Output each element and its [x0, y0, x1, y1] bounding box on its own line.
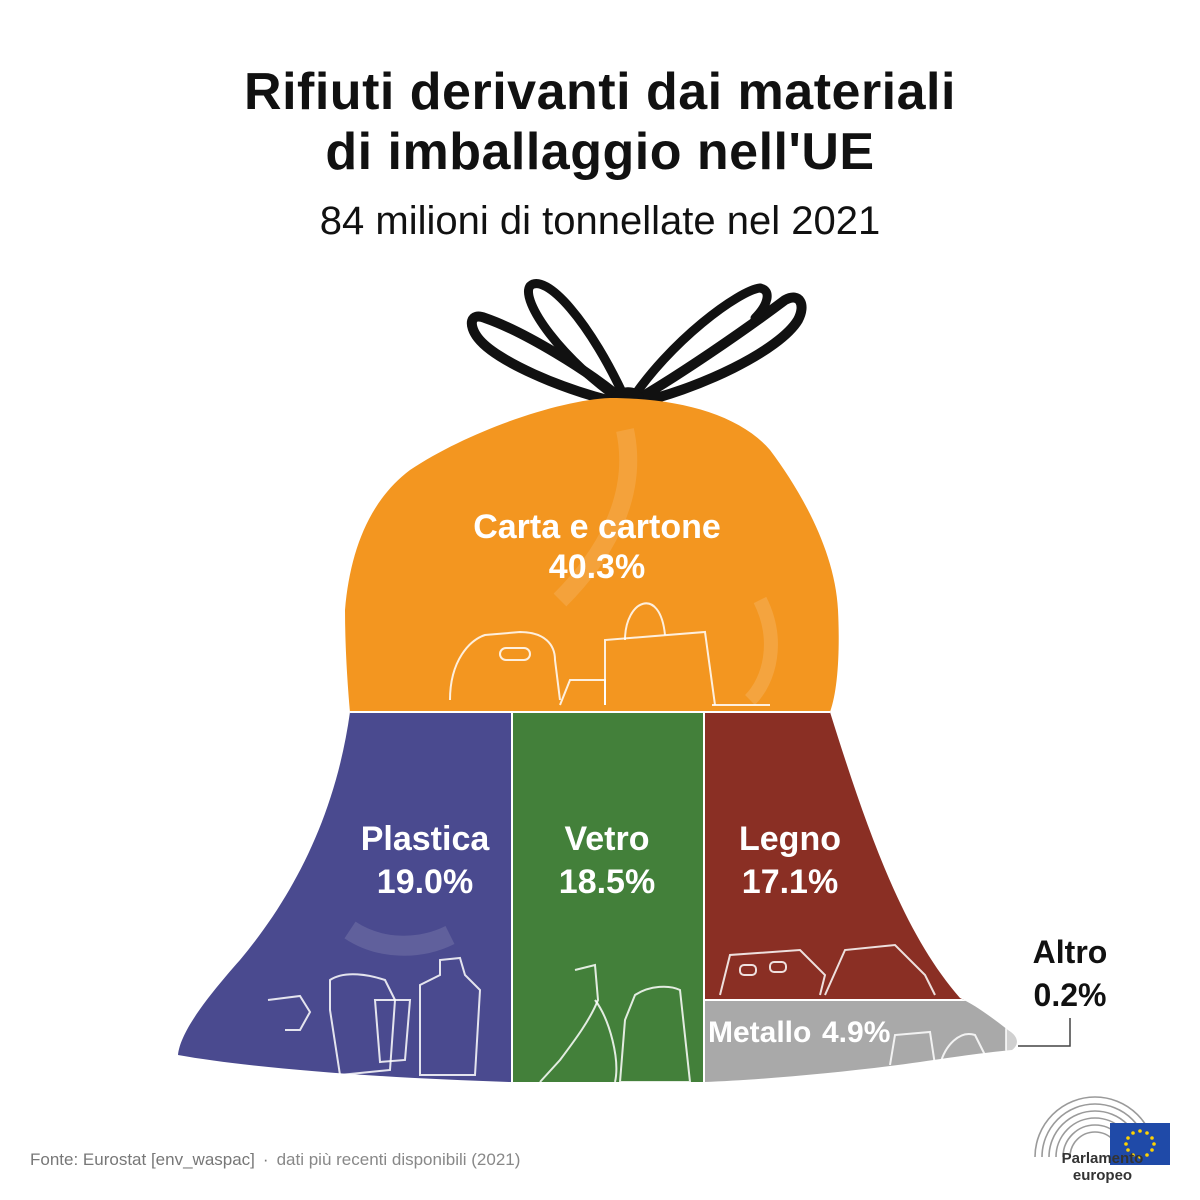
glass-bottles-icon — [539, 963, 692, 1083]
chart-title: Rifiuti derivanti dai materiali di imbal… — [0, 62, 1200, 182]
logo-name: Parlamento europeo — [1061, 1150, 1144, 1184]
label-carta-value: 40.3% — [549, 548, 645, 586]
segment-plastica — [178, 712, 512, 1082]
cardboard-items-icon — [449, 602, 770, 706]
label-metallo-value: 4.9% — [822, 1016, 890, 1049]
label-legno-name: Legno — [739, 820, 841, 858]
title-line-1: Rifiuti derivanti dai materiali — [244, 63, 956, 121]
segment-vetro — [512, 712, 704, 1082]
altro-callout-line — [1018, 1018, 1071, 1047]
source-footer: Fonte: Eurostat [env_waspac] · dati più re… — [30, 1150, 520, 1170]
label-legno-value: 17.1% — [742, 863, 838, 901]
title-line-2: di imballaggio nell'UE — [325, 123, 875, 181]
label-plastica-value: 19.0% — [377, 863, 473, 901]
plastic-bottles-icon — [267, 956, 482, 1077]
label-vetro-name: Vetro — [564, 820, 649, 858]
source-text: Fonte: Eurostat [env_waspac] — [30, 1150, 255, 1169]
label-altro-value: 0.2% — [1034, 977, 1107, 1013]
label-plastica-name: Plastica — [361, 820, 491, 858]
label-carta-name: Carta e cartone — [473, 508, 721, 546]
european-parliament-logo-icon — [1034, 1096, 1170, 1165]
footer-note: dati più recenti disponibili (2021) — [276, 1150, 521, 1169]
chart-subtitle: 84 milioni di tonnellate nel 2021 — [319, 199, 881, 243]
footer-separator: · — [262, 1150, 269, 1169]
label-altro-name: Altro — [1033, 934, 1108, 970]
segment-altro — [1006, 1000, 1017, 1082]
bag-tie-icon — [466, 279, 807, 412]
metal-cans-icon — [889, 1030, 991, 1066]
label-metallo-name: Metallo — [708, 1016, 811, 1049]
label-vetro-value: 18.5% — [559, 863, 655, 901]
wooden-crates-icon — [719, 943, 936, 996]
